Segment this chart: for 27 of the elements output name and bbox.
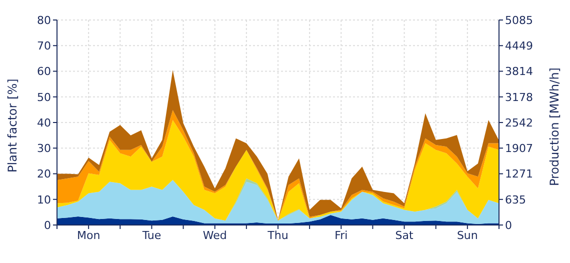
y2-tick-label: 1907	[505, 142, 533, 156]
y-tick-label: 50	[37, 90, 51, 104]
y-tick-label: 40	[37, 116, 51, 130]
y-tick-label: 80	[37, 14, 51, 27]
y-tick-label: 0	[44, 218, 51, 232]
y2-axis-title: Production [MWh/h]	[547, 68, 562, 186]
y-tick-label: 10	[37, 193, 51, 206]
y-tick-label: 30	[37, 142, 51, 156]
x-tick-label: Mon	[76, 228, 100, 242]
y2-tick-label: 5085	[505, 14, 533, 27]
y-tick-label: 60	[37, 65, 51, 78]
x-tick-label: Wed	[202, 228, 227, 242]
x-tick-label: Thu	[266, 228, 288, 242]
y2-tick-label: 2542	[505, 116, 533, 130]
y-tick-label: 70	[37, 40, 51, 53]
x-tick-label: Tue	[141, 228, 162, 242]
y2-tick-label: 4449	[505, 40, 533, 53]
y-tick-label: 20	[37, 168, 51, 181]
x-tick-label: Sun	[456, 228, 478, 242]
y2-tick-label: 3814	[505, 65, 533, 78]
x-tick-label: Fri	[334, 228, 348, 242]
y2-tick-label: 0	[505, 218, 512, 232]
y2-tick-label: 635	[505, 193, 526, 206]
y2-tick-label: 3178	[505, 90, 533, 104]
y2-tick-label: 1271	[505, 168, 533, 181]
x-tick-label: Sat	[395, 228, 414, 242]
y-axis-title: Plant factor [%]	[5, 78, 20, 172]
